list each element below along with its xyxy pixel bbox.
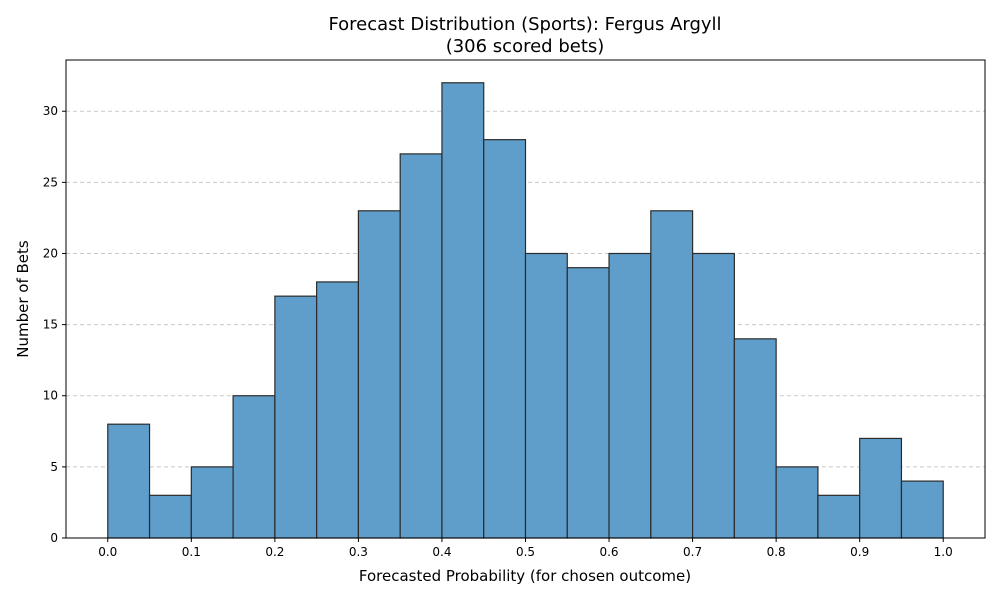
- y-axis-ticks: 0 5 10 15 20 25 30: [43, 104, 66, 545]
- y-tick-label: 10: [43, 389, 58, 403]
- x-tick-label: 0.5: [516, 545, 535, 559]
- histogram-bar: [524, 252, 568, 539]
- histogram-bar: [775, 466, 819, 539]
- histogram-bar: [483, 139, 527, 539]
- y-tick-label: 5: [50, 460, 58, 474]
- histogram-bar: [148, 494, 192, 539]
- histogram-bar: [441, 82, 485, 539]
- histogram-bar: [190, 466, 234, 539]
- histogram-bar: [232, 395, 276, 539]
- y-tick-label: 25: [43, 175, 58, 189]
- histogram-bar: [357, 210, 401, 539]
- x-axis-label: Forecasted Probability (for chosen outco…: [359, 567, 691, 585]
- x-tick-label: 0.4: [432, 545, 451, 559]
- x-tick-label: 0.9: [850, 545, 869, 559]
- chart-subtitle: (306 scored bets): [446, 36, 605, 57]
- y-tick-label: 30: [43, 104, 58, 118]
- histogram-bar: [107, 423, 151, 539]
- x-tick-label: 0.3: [349, 545, 368, 559]
- x-axis-ticks: 0.0 0.1 0.2 0.3 0.4 0.5 0.6 0.7 0.8 0.9 1.0: [98, 538, 953, 559]
- histogram-bar: [399, 153, 443, 539]
- histogram-bar: [566, 267, 610, 539]
- histogram-bar: [900, 480, 944, 539]
- x-tick-label: 0.7: [683, 545, 702, 559]
- y-axis-label: Number of Bets: [14, 240, 32, 358]
- histogram-bar: [316, 281, 360, 539]
- chart-title: Forecast Distribution (Sports): Fergus A…: [328, 14, 721, 35]
- x-tick-label: 0.0: [98, 545, 117, 559]
- histogram-bar: [733, 338, 777, 539]
- x-tick-label: 0.6: [599, 545, 618, 559]
- x-tick-label: 0.1: [182, 545, 201, 559]
- histogram-bar: [859, 437, 903, 539]
- y-tick-label: 15: [43, 318, 58, 332]
- histogram-bar: [274, 295, 318, 539]
- y-tick-label: 0: [50, 531, 58, 545]
- x-tick-label: 0.8: [767, 545, 786, 559]
- histogram-bar: [691, 252, 735, 539]
- histogram-bar: [608, 252, 652, 539]
- gridlines: [66, 110, 985, 468]
- bars: [107, 82, 944, 539]
- y-tick-label: 20: [43, 246, 58, 260]
- x-tick-label: 0.2: [265, 545, 284, 559]
- histogram-bar: [817, 494, 861, 539]
- histogram-bar: [650, 210, 694, 539]
- x-tick-label: 1.0: [934, 545, 953, 559]
